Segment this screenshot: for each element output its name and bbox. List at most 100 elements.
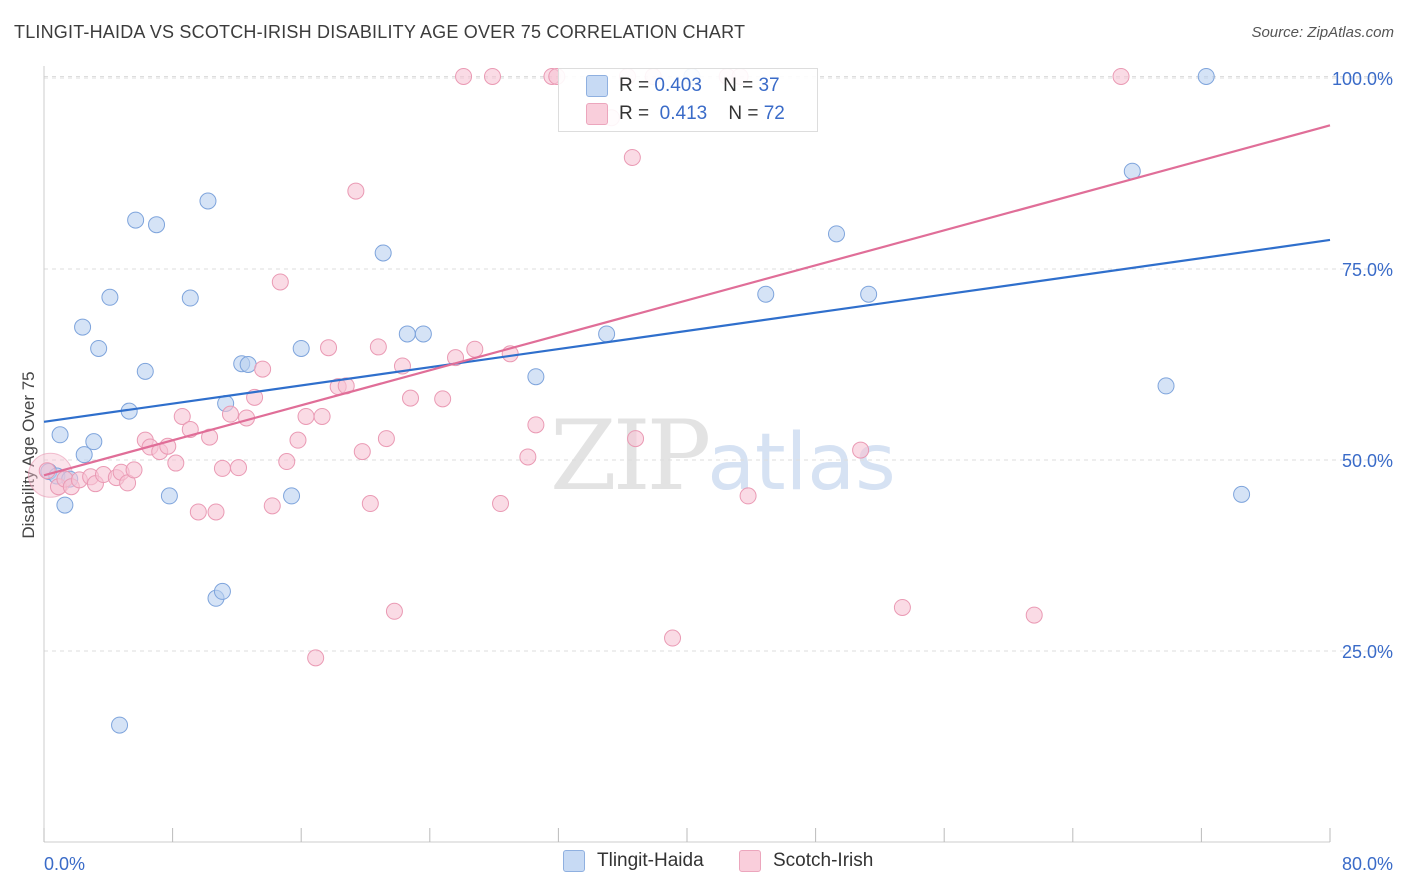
legend-r-label: R = — [619, 103, 650, 124]
point-scotch — [38, 462, 56, 480]
legend-n-label: N = — [728, 103, 759, 124]
point-tlingit — [283, 487, 301, 505]
point-scotch — [852, 441, 870, 459]
point-tlingit — [527, 368, 545, 386]
point-tlingit — [292, 339, 310, 357]
y-axis-label: Disability Age Over 75 — [19, 371, 38, 538]
trendline-tlingit — [43, 238, 1331, 423]
series-label-scotch: Scotch-Irish — [773, 850, 874, 871]
point-tlingit — [827, 225, 845, 243]
zipatlas-watermark: ZIPatlas — [550, 400, 896, 512]
source-note: Source: ZipAtlas.com — [1251, 24, 1394, 41]
point-scotch — [189, 503, 207, 521]
point-tlingit — [374, 244, 392, 262]
y-tick-label: 75.0% — [1342, 260, 1393, 280]
point-tlingit — [101, 288, 119, 306]
point-tlingit — [757, 285, 775, 303]
point-scotch — [201, 428, 219, 446]
point-tlingit — [239, 356, 257, 373]
point-tlingit — [1233, 485, 1251, 503]
point-scotch — [207, 503, 225, 521]
point-tlingit — [85, 433, 103, 451]
point-scotch — [1112, 67, 1130, 85]
point-scotch — [455, 67, 473, 85]
series-swatch-scotch — [739, 850, 761, 872]
point-tlingit — [148, 216, 166, 234]
point-tlingit — [111, 716, 129, 734]
legend-n-label: N = — [723, 75, 754, 96]
point-scotch — [623, 148, 641, 166]
legend-r-value-tlingit: 0.403 — [654, 75, 702, 96]
point-scotch — [263, 497, 281, 515]
point-tlingit — [199, 192, 217, 210]
point-tlingit — [56, 496, 74, 514]
legend-r-value-scotch: 0.413 — [659, 103, 708, 124]
point-tlingit — [90, 339, 108, 357]
point-scotch — [347, 182, 365, 200]
point-tlingit — [51, 426, 69, 444]
point-scotch — [385, 602, 403, 620]
y-tick-label: 50.0% — [1342, 451, 1393, 471]
point-scotch — [483, 67, 501, 85]
point-scotch — [402, 389, 420, 407]
legend-r-label: R = — [619, 75, 650, 96]
point-scotch — [434, 390, 452, 408]
point-tlingit — [127, 211, 145, 229]
series-legend-scotch: Scotch-Irish — [739, 850, 873, 872]
watermark-zip: ZIP — [550, 400, 711, 512]
point-tlingit — [213, 582, 231, 600]
series-swatch-tlingit — [563, 850, 585, 872]
legend-n-value-tlingit: 37 — [758, 75, 780, 96]
point-scotch — [125, 461, 143, 479]
legend-swatch-scotch — [586, 103, 608, 125]
point-tlingit — [1197, 67, 1215, 85]
point-scotch — [377, 430, 395, 448]
point-scotch — [739, 487, 757, 505]
point-tlingit — [136, 362, 154, 380]
chart-title: TLINGIT-HAIDA VS SCOTCH-IRISH DISABILITY… — [14, 22, 746, 42]
legend-swatch-tlingit — [586, 75, 608, 97]
point-scotch — [221, 405, 239, 423]
point-tlingit — [181, 289, 199, 307]
point-scotch — [213, 459, 231, 477]
point-scotch — [307, 649, 325, 667]
x-tick-label-max: 80.0% — [1342, 854, 1393, 874]
series-label-tlingit: Tlingit-Haida — [597, 850, 704, 871]
point-scotch — [369, 338, 387, 356]
point-tlingit — [160, 487, 178, 505]
series-legend-tlingit: Tlingit-Haida — [563, 850, 704, 872]
watermark-atlas: atlas — [707, 418, 896, 508]
point-scotch — [278, 453, 296, 471]
point-scotch — [230, 459, 248, 477]
point-scotch — [297, 407, 315, 425]
point-scotch — [271, 273, 289, 291]
point-scotch — [519, 448, 537, 466]
point-tlingit — [1157, 377, 1175, 395]
point-scotch — [167, 454, 185, 472]
point-scotch — [466, 340, 484, 358]
point-tlingit — [414, 325, 432, 343]
legend-n-value-scotch: 72 — [763, 103, 785, 124]
point-scotch — [320, 339, 338, 357]
point-tlingit — [74, 318, 92, 336]
point-scotch — [492, 495, 510, 513]
correlation-legend: R = 0.403 N = 37 R = 0.413 N = 72 — [558, 68, 818, 132]
point-tlingit — [398, 325, 416, 343]
x-tick-label-min: 0.0% — [44, 854, 85, 874]
point-scotch — [1025, 606, 1043, 624]
point-scotch — [313, 407, 331, 425]
point-scotch — [527, 416, 545, 434]
point-scotch — [893, 598, 911, 616]
point-tlingit — [598, 325, 616, 343]
trendline-scotch — [43, 124, 1331, 477]
y-tick-label: 25.0% — [1342, 642, 1393, 662]
series-legend: Tlingit-Haida Scotch-Irish — [0, 850, 1406, 878]
point-scotch — [289, 431, 307, 449]
y-tick-label: 100.0% — [1332, 69, 1393, 89]
point-scotch — [664, 629, 682, 647]
point-scotch — [254, 360, 272, 378]
point-scotch — [627, 430, 645, 448]
point-scotch — [361, 495, 379, 513]
point-scotch — [353, 443, 371, 461]
